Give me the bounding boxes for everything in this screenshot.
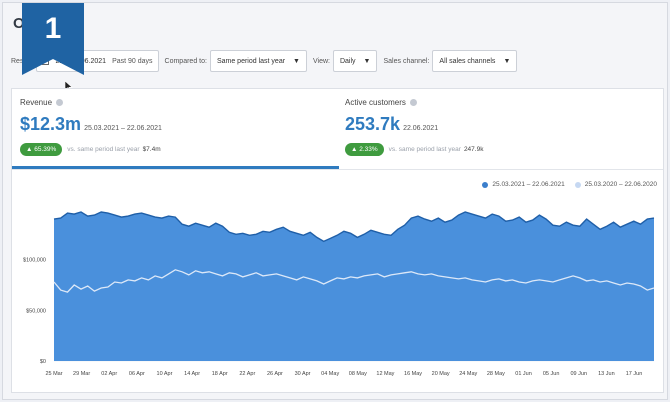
chart-legend: 25.03.2021 – 22.06.2021 25.03.2020 – 22.… <box>472 181 657 188</box>
change-badge: ▲ 2.33% <box>345 143 384 156</box>
legend-dot <box>574 181 581 188</box>
metric-value: $12.3m 25.03.2021 – 22.06.2021 <box>20 114 162 135</box>
metric-comparison: ▲ 2.33% vs. same period last year 247.9k <box>345 143 483 156</box>
step-badge: 1 <box>22 3 84 75</box>
step-number: 1 <box>44 12 62 45</box>
channel-value: All sales channels <box>439 57 496 65</box>
x-tick-label: 05 Jun <box>543 371 560 377</box>
chevron-down-icon: ▼ <box>503 57 511 65</box>
x-tick-label: 14 Apr <box>184 371 200 377</box>
x-tick-label: 08 May <box>349 371 367 377</box>
x-tick-label: 06 Apr <box>129 371 145 377</box>
metric-number: $12.3m <box>20 114 82 134</box>
x-tick-label: 02 Apr <box>101 371 117 377</box>
comparison-value: 247.9k <box>463 146 484 153</box>
metric-date: 22.06.2021 <box>403 125 439 132</box>
date-preset: Past 90 days <box>112 57 153 65</box>
change-badge: ▲ 65.39% <box>20 143 63 156</box>
x-tick-label: 28 May <box>487 371 505 377</box>
x-tick-label: 22 Apr <box>239 371 255 377</box>
chevron-down-icon: ▼ <box>293 57 300 65</box>
filter-bar: Res 21 – 22.06.2021 Past 90 days Compare… <box>11 49 523 73</box>
active-tab-indicator <box>12 166 339 169</box>
x-tick-label: 10 Apr <box>157 371 173 377</box>
view-select[interactable]: Daily ▼ <box>332 50 378 72</box>
comparison-value: $7.4m <box>142 146 161 153</box>
metric-number: 253.7k <box>345 114 401 134</box>
view-value: Daily <box>339 57 356 65</box>
compared-value: Same period last year <box>216 57 286 65</box>
revenue-chart: $0 $50,000 $100,000 25 Mar 29 Mar 02 Apr 06 Ap… <box>23 211 655 377</box>
metric-label: Revenue <box>20 98 64 107</box>
metric-date: 25.03.2021 – 22.06.2021 <box>84 125 162 132</box>
y-tick-label: $0 <box>40 359 46 365</box>
x-tick-label: 09 Jun <box>571 371 588 377</box>
divider <box>12 169 663 170</box>
metric-comparison: ▲ 65.39% vs. same period last year $7.4m <box>20 143 161 156</box>
y-tick-label: $50,000 <box>26 308 46 314</box>
legend-dot <box>482 181 489 188</box>
info-icon[interactable] <box>409 99 417 106</box>
compared-label: Compared to: <box>164 57 207 65</box>
metrics-card: Revenue $12.3m 25.03.2021 – 22.06.2021 ▲ … <box>11 88 664 393</box>
channel-label: Sales channel: <box>383 57 430 65</box>
x-tick-label: 29 Mar <box>73 371 90 377</box>
comparison-text: vs. same period last year <box>67 146 140 153</box>
result-label: Res <box>11 57 24 65</box>
chevron-down-icon: ▼ <box>363 57 371 65</box>
x-tick-label: 17 Jun <box>626 371 643 377</box>
legend-item-current[interactable]: 25.03.2021 – 22.06.2021 <box>482 181 565 188</box>
legend-item-previous[interactable]: 25.03.2020 – 22.06.2020 <box>574 181 657 188</box>
x-tick-label: 24 May <box>459 371 477 377</box>
x-tick-label: 16 May <box>404 371 422 377</box>
metric-value: 253.7k 22.06.2021 <box>345 114 438 135</box>
x-tick-label: 30 Apr <box>295 371 311 377</box>
comparison-text: vs. same period last year <box>388 146 461 153</box>
x-tick-label: 01 Jun <box>515 371 532 377</box>
x-tick-label: 12 May <box>376 371 394 377</box>
x-tick-label: 26 Apr <box>267 371 283 377</box>
x-tick-label: 25 Mar <box>45 371 62 377</box>
legend-label: 25.03.2020 – 22.06.2020 <box>584 181 657 188</box>
channel-select[interactable]: All sales channels ▼ <box>432 50 518 72</box>
compared-select[interactable]: Same period last year ▼ <box>209 50 307 72</box>
series-current-area <box>54 212 654 361</box>
x-tick-label: 20 May <box>432 371 450 377</box>
info-icon[interactable] <box>56 99 64 106</box>
series-previous-line <box>53 269 655 293</box>
x-tick-label: 04 May <box>321 371 339 377</box>
metric-label: Active customers <box>345 98 417 107</box>
y-tick-label: $100,000 <box>23 258 46 264</box>
legend-label: 25.03.2021 – 22.06.2021 <box>492 181 565 188</box>
bookmark-ribbon-icon <box>22 3 84 75</box>
view-label: View: <box>312 57 330 65</box>
x-tick-label: 18 Apr <box>212 371 228 377</box>
x-tick-label: 13 Jun <box>598 371 615 377</box>
series-current-line <box>53 211 655 243</box>
